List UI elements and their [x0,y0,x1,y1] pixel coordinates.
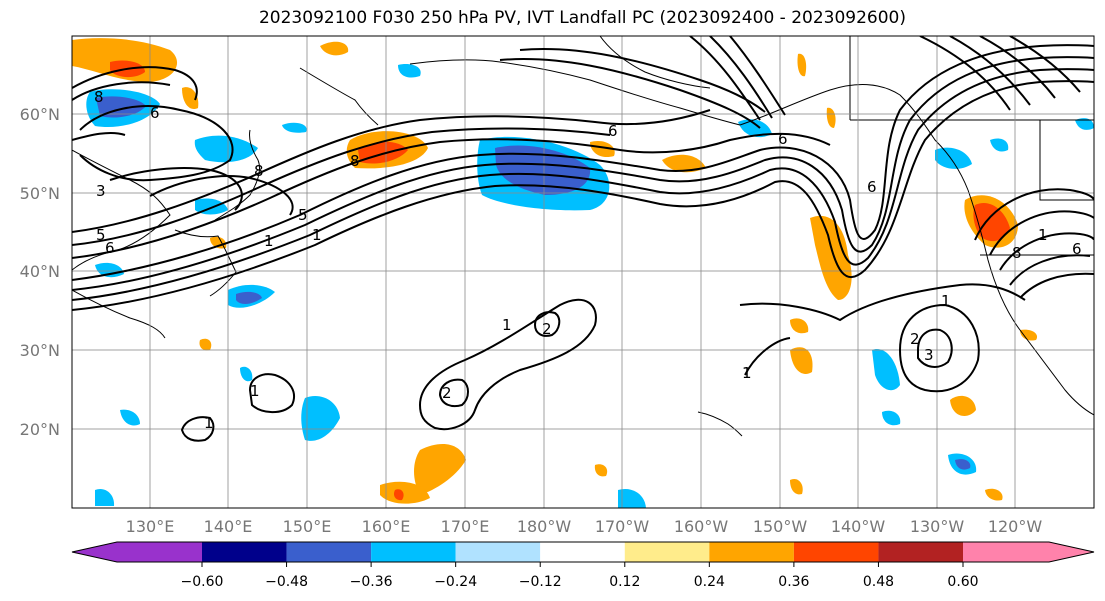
lon-label: 180°W [517,517,572,536]
lat-labels: 60°N 50°N 40°N 30°N 20°N [20,105,60,439]
colorbar-segment [624,542,710,562]
lon-label: 170°E [441,517,490,536]
contour-label: 8 [94,88,104,106]
contour-label: 1 [502,316,512,334]
colorbar-segment [202,542,287,562]
contour-label: 8 [1012,244,1022,262]
contour-label: 1 [264,232,274,250]
colorbar-segment [371,542,456,562]
colorbar-segment [709,542,794,562]
lon-labels: 130°E 140°E 150°E 160°E 170°E 180°W 170°… [126,517,1043,536]
colorbar-tick-label: −0.36 [350,574,393,590]
colorbar-tick-label: −0.48 [265,574,308,590]
lon-label: 170°W [595,517,650,536]
colorbar-segment [878,542,963,562]
colorbar-tick-label: 0.60 [947,574,978,590]
lon-label: 140°W [831,517,886,536]
lon-label: 140°E [204,517,253,536]
contour-label: 6 [1072,240,1082,258]
contour-label: 6 [608,122,618,140]
contour-label: 5 [298,206,308,224]
contour-label: 6 [105,239,115,257]
lat-label: 30°N [20,341,60,360]
colorbar-outline [71,541,1095,563]
contour-label: 1 [312,226,322,244]
map-title: 2023092100 F030 250 hPa PV, IVT Landfall… [258,8,906,28]
map-panel: 8 6 3 5 6 8 1 5 8 1 6 6 6 1 2 2 1 1 1 2 … [72,36,1094,508]
colorbar-segment [286,542,372,562]
colorbar-tick-label: 0.36 [778,574,809,590]
contour-label: 1 [204,414,214,432]
lat-label: 40°N [20,262,60,281]
contour-label: 3 [924,346,934,364]
contour-label: 5 [96,226,106,244]
colorbar-tick-label: 0.48 [863,574,894,590]
colorbar: −0.60 −0.48 −0.36 −0.24 −0.12 0.12 0.24 0.36 0.4… [71,541,1095,590]
contour-label: 1 [941,292,951,310]
lon-label: 160°W [674,517,729,536]
colorbar-tick-label: −0.24 [434,574,477,590]
colorbar-segment [540,542,625,562]
coastlines [72,36,1094,437]
pv-contours [72,36,1094,442]
colorbar-tick-label: −0.60 [181,574,224,590]
contour-label: 8 [350,152,360,170]
contour-label: 2 [442,384,452,402]
lon-label: 130°E [126,517,175,536]
colorbar-tick-label: 0.12 [609,574,640,590]
lon-label: 160°E [362,517,411,536]
lon-label: 130°W [910,517,965,536]
lat-label: 50°N [20,184,60,203]
contour-label: 2 [910,330,920,348]
colorbar-segment [455,542,541,562]
lon-label: 150°E [283,517,332,536]
contour-label: 1 [1038,226,1048,244]
contour-label: 6 [150,104,160,122]
contour-label: 2 [542,320,552,338]
contour-label: 8 [254,162,264,180]
colorbar-tick-label: 0.24 [694,574,725,590]
colorbar-segment [963,542,1094,562]
contour-label: 6 [778,130,788,148]
lon-label: 150°W [753,517,808,536]
contour-label: 1 [250,382,260,400]
contour-labels: 8 6 3 5 6 8 1 5 8 1 6 6 6 1 2 2 1 1 1 2 … [94,88,1082,432]
contour-label: 6 [867,178,877,196]
colorbar-segment [793,542,879,562]
contour-label: 3 [96,182,106,200]
contour-label: 1 [742,364,752,382]
colorbar-tick-label: −0.12 [519,574,562,590]
lon-label: 120°W [988,517,1043,536]
colorbar-segment [72,542,202,562]
lat-label: 20°N [20,420,60,439]
lat-label: 60°N [20,105,60,124]
map-frame [71,35,1095,509]
